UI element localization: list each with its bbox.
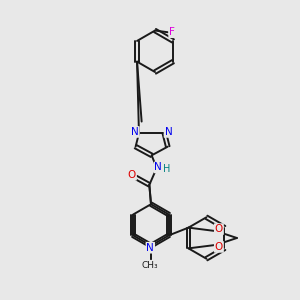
Text: CH₃: CH₃ [141, 261, 158, 270]
Text: N: N [164, 127, 172, 137]
Text: F: F [169, 27, 175, 37]
Text: O: O [128, 170, 136, 180]
Text: N: N [131, 127, 139, 137]
Text: O: O [215, 224, 223, 234]
Text: O: O [215, 242, 223, 252]
Text: H: H [163, 164, 170, 174]
Text: N: N [146, 243, 154, 253]
Text: N: N [154, 162, 162, 172]
